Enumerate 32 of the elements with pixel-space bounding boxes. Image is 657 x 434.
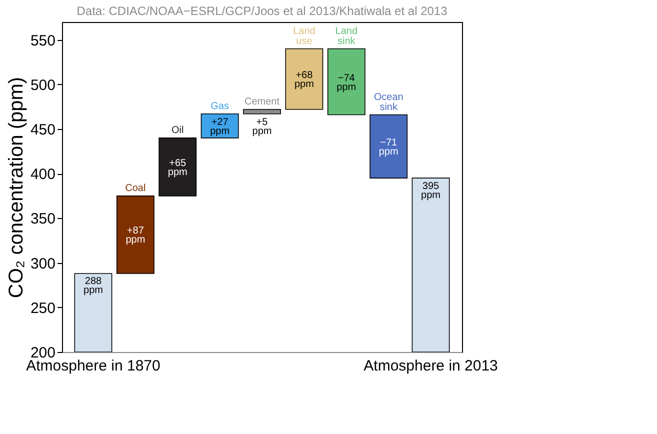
data-label: +27 ppm [210, 116, 230, 137]
x-tick-label: Land sink [335, 26, 358, 47]
bar [285, 48, 324, 110]
x-tick-label: Atmosphere in 2013 [364, 358, 498, 374]
data-label: +65 ppm [168, 158, 188, 178]
bar [370, 114, 408, 178]
y-tick-label: 300 [30, 255, 56, 272]
bar [327, 48, 366, 116]
x-tick-label: Coal [125, 182, 146, 194]
y-tick-label: 500 [30, 76, 56, 94]
x-tick-label: Gas [210, 100, 229, 112]
bar [116, 196, 154, 274]
data-label: 288 ppm [83, 276, 103, 296]
data-label: −71 ppm [378, 137, 398, 158]
data-label: 395 ppm [421, 180, 441, 201]
x-tick-label: Oil [171, 124, 184, 136]
x-tick-label: Cement [244, 96, 280, 108]
data-label: +87 ppm [126, 226, 146, 246]
y-tick-label: 250 [30, 300, 56, 317]
y-tick-label: 350 [30, 210, 56, 228]
y-axis-title: CO₂ concentration (ppm) [5, 76, 28, 298]
y-tick-label: 550 [30, 32, 56, 50]
y-tick-label: 450 [30, 122, 56, 139]
data-label: +5 ppm [252, 116, 272, 137]
data-label: +68 ppm [294, 70, 314, 90]
chart-title: Data: CDIAC/NOAA−ESRL/GCP/Joos et al 2013/Khatiwala et al 2013 [76, 4, 448, 18]
x-tick-label: Ocean sink [374, 92, 404, 113]
y-tick-label: 400 [30, 166, 56, 184]
data-label: −74 ppm [336, 72, 356, 93]
bar [158, 138, 197, 196]
x-tick-label: Land use [293, 26, 316, 47]
bar [243, 109, 281, 114]
